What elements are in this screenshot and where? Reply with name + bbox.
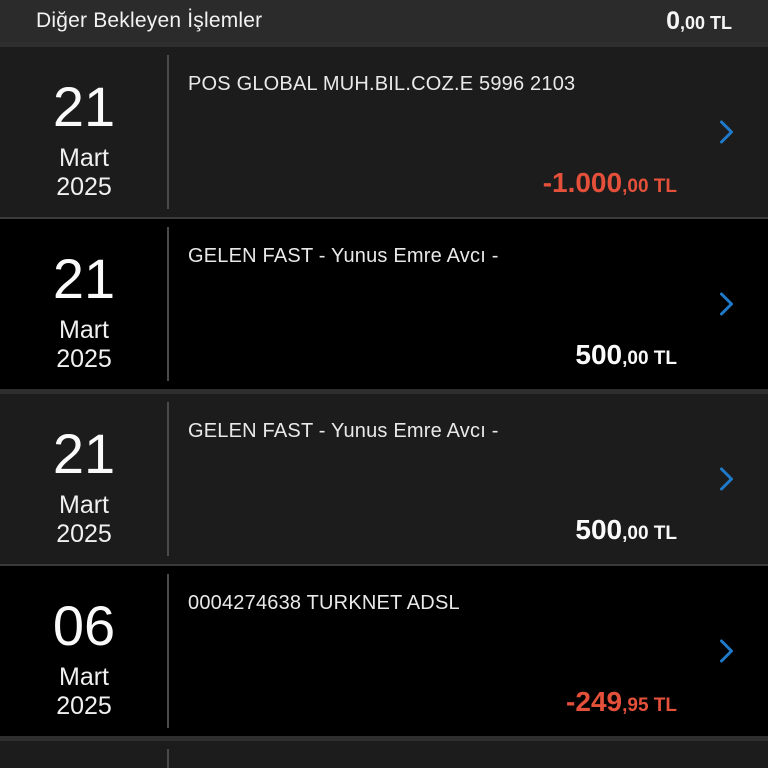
- date-month: Mart: [59, 663, 109, 691]
- transaction-amount: 500,00 TL: [575, 514, 677, 546]
- chevron-right-icon[interactable]: [719, 120, 734, 145]
- date-month: Mart: [59, 316, 109, 344]
- amount-main: 500: [575, 339, 623, 370]
- chevron-right-icon[interactable]: [719, 467, 734, 492]
- transaction-description: GELEN FAST - Yunus Emre Avcı -: [188, 420, 499, 442]
- transaction-row[interactable]: 06 Mart 2025 0004274638 TURKNET ADSL -24…: [0, 564, 768, 736]
- section-title: Diğer Bekleyen İşlemler: [36, 9, 263, 32]
- transaction-row[interactable]: 21 Mart 2025 POS GLOBAL MUH.BIL.COZ.E 59…: [0, 42, 768, 217]
- divider-line: [167, 227, 169, 381]
- divider-line: [167, 402, 169, 556]
- amount-minor: ,00 TL: [622, 348, 677, 369]
- transaction-date: 21 Mart 2025: [0, 424, 168, 549]
- chevron-right-icon[interactable]: [719, 292, 734, 317]
- date-year: 2025: [56, 173, 112, 201]
- chevron-right-icon[interactable]: [719, 639, 734, 664]
- date-day: 21: [52, 422, 116, 485]
- transaction-description: POS GLOBAL MUH.BIL.COZ.E 5996 2103: [188, 73, 576, 95]
- date-year: 2025: [56, 345, 112, 373]
- pending-transactions-header[interactable]: Diğer Bekleyen İşlemler 0,00 TL: [0, 0, 768, 42]
- divider-line: [167, 749, 169, 768]
- date-day: 21: [52, 247, 116, 310]
- amount-main: 500: [575, 514, 623, 545]
- amount-minor: ,00 TL: [622, 176, 677, 197]
- date-month: Mart: [59, 491, 109, 519]
- transaction-description: GELEN FAST - Yunus Emre Avcı -: [188, 245, 499, 267]
- amount-minor: ,00 TL: [622, 523, 677, 544]
- total-amount-main: 0: [666, 6, 680, 35]
- amount-main: -249: [566, 686, 623, 717]
- date-day: 06: [52, 594, 116, 657]
- amount-main: -1.000: [542, 167, 623, 198]
- transaction-amount: -1.000,00 TL: [543, 167, 677, 199]
- transaction-date: 06 Mart 2025: [0, 596, 168, 721]
- divider-line: [167, 574, 169, 728]
- transaction-description: 0004274638 TURKNET ADSL: [188, 592, 460, 614]
- divider-line: [167, 55, 169, 209]
- date-year: 2025: [56, 520, 112, 548]
- transaction-row[interactable]: 21 Mart 2025 GELEN FAST - Yunus Emre Avc…: [0, 389, 768, 564]
- total-amount-minor: ,00 TL: [679, 12, 732, 33]
- transaction-date: 21 Mart 2025: [0, 249, 168, 374]
- amount-minor: ,95 TL: [622, 695, 677, 716]
- transaction-list: 21 Mart 2025 POS GLOBAL MUH.BIL.COZ.E 59…: [0, 42, 768, 768]
- date-year: 2025: [56, 692, 112, 720]
- section-total-amount: 0,00 TL: [666, 7, 732, 36]
- transaction-amount: -249,95 TL: [566, 686, 677, 718]
- transaction-amount: 500,00 TL: [575, 339, 677, 371]
- date-month: Mart: [59, 144, 109, 172]
- transaction-row[interactable]: GELEN FAST - AHMET ESEN: [0, 736, 768, 768]
- transaction-date: 21 Mart 2025: [0, 77, 168, 202]
- transaction-row[interactable]: 21 Mart 2025 GELEN FAST - Yunus Emre Avc…: [0, 217, 768, 389]
- date-day: 21: [52, 75, 116, 138]
